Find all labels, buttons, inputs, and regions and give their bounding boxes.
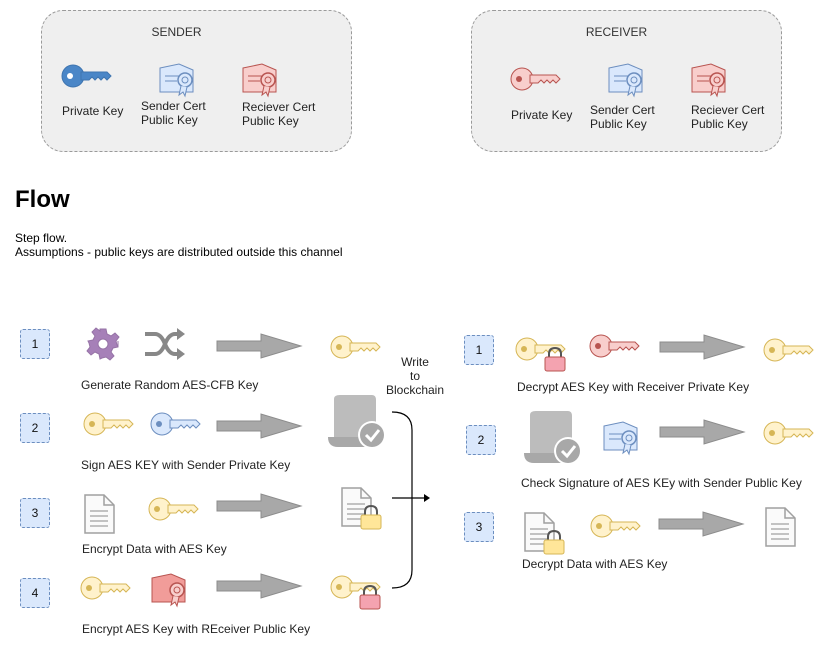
aes-key-icon <box>590 514 641 538</box>
receiver-receiver-cert-label-line1: Reciever Cert <box>691 103 765 117</box>
signed-scroll-icon <box>522 409 584 467</box>
left-step-3-badge: 3 <box>20 498 50 528</box>
aes-key-icon <box>83 412 134 436</box>
arrow-right-icon <box>659 334 745 360</box>
sender-title: SENDER <box>151 25 202 39</box>
left-step-1-label: Generate Random AES-CFB Key <box>81 378 259 392</box>
flow-title: Flow <box>15 186 70 213</box>
left-step-1-badge: 1 <box>20 329 50 359</box>
left-step-2-label: Sign AES KEY with Sender Private Key <box>81 458 291 472</box>
document-icon <box>84 494 115 534</box>
right-step-1-badge: 1 <box>464 335 494 365</box>
aes-key-icon <box>763 338 814 362</box>
receiver-private-key-icon <box>589 334 640 358</box>
shuffle-icon <box>145 328 185 360</box>
left-step-4-badge: 4 <box>20 578 50 608</box>
receiver-sender-cert-label-line2: Public Key <box>590 117 647 131</box>
encrypted-aes-key-icon <box>515 337 566 372</box>
receiver-cert-icon <box>151 573 186 608</box>
arrow-right-icon <box>658 511 744 537</box>
flow-desc-line1: Step flow. <box>15 231 68 245</box>
blockchain-label-line2: to <box>409 369 420 383</box>
arrow-right-icon <box>216 413 302 439</box>
right-step-2-badge: 2 <box>466 425 496 455</box>
gear-icon <box>86 327 120 361</box>
sender-cert-label-line1: Sender Cert <box>141 99 206 113</box>
receiver-sender-cert-label-line1: Sender Cert <box>590 103 655 117</box>
aes-key-icon <box>148 497 199 521</box>
sender-cert-icon <box>603 421 638 456</box>
sender-receiver-cert-icon <box>242 63 277 98</box>
arrow-right-icon <box>659 419 745 445</box>
sender-receiver-cert-label-line2: Public Key <box>242 114 299 128</box>
receiver-private-key-icon <box>510 67 561 91</box>
arrow-right-icon <box>216 493 302 519</box>
arrow-right-icon <box>216 573 302 599</box>
sender-private-key-label: Private Key <box>62 104 124 118</box>
sender-private-key-icon <box>61 64 112 88</box>
left-step-4-label: Encrypt AES Key with REceiver Public Key <box>82 622 311 636</box>
arrow-right-icon <box>216 333 302 359</box>
encrypted-document-icon <box>524 512 565 555</box>
document-icon <box>765 507 796 547</box>
left-step-2-badge: 2 <box>20 413 50 443</box>
receiver-title: RECEIVER <box>585 25 648 39</box>
sender-panel: SENDER <box>41 10 352 152</box>
left-step-3-label: Encrypt Data with AES Key <box>82 542 227 556</box>
sender-receiver-cert-label-line1: Reciever Cert <box>242 100 316 114</box>
encrypted-document-icon <box>341 487 382 530</box>
right-step-3-label: Decrypt Data with AES Key <box>522 557 668 571</box>
right-step-2-label: Check Signature of AES KEy with Sender P… <box>521 476 802 490</box>
aes-key-icon <box>330 335 381 359</box>
receiver-receiver-cert-label-line2: Public Key <box>691 117 748 131</box>
receiver-receiver-cert-icon <box>691 63 726 98</box>
blockchain-bracket <box>391 411 430 589</box>
blockchain-label-line3: Blockchain <box>385 383 445 397</box>
signed-scroll-icon <box>326 393 388 451</box>
encrypted-aes-key-icon <box>330 575 381 610</box>
right-step-3-badge: 3 <box>464 512 494 542</box>
flow-desc-line2: Assumptions - public keys are distribute… <box>15 245 343 259</box>
sender-cert-label-line2: Public Key <box>141 113 198 127</box>
aes-key-icon <box>763 421 814 445</box>
aes-key-icon <box>80 576 131 600</box>
receiver-sender-cert-icon <box>608 63 643 98</box>
sender-private-key-icon <box>150 412 201 436</box>
receiver-private-key-label: Private Key <box>511 108 573 122</box>
sender-cert-icon <box>159 63 194 98</box>
right-step-1-label: Decrypt AES Key with Receiver Private Ke… <box>517 380 750 394</box>
blockchain-label-line1: Write <box>401 355 429 369</box>
